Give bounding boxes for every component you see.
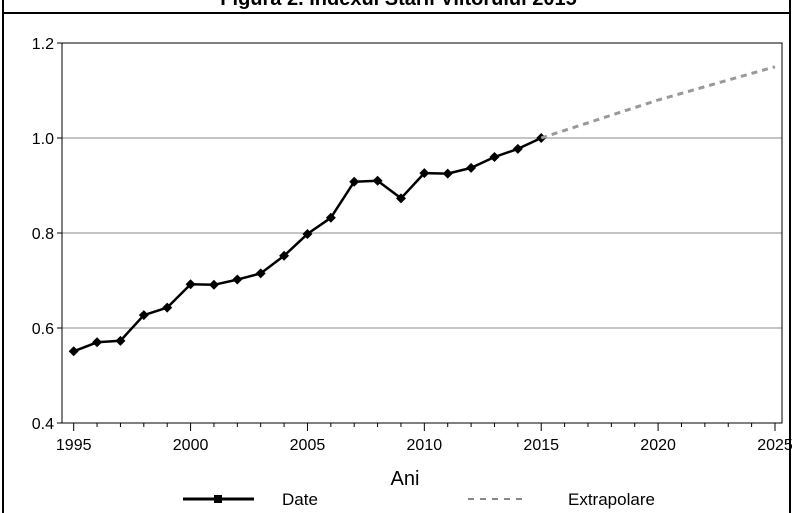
data-point (68, 346, 79, 357)
chart-title: Figura 2. Indexul Stării Viitorului 2015 (0, 0, 797, 11)
data-point (302, 228, 313, 239)
x-tick-label: 2025 (757, 437, 793, 454)
data-point (185, 279, 196, 290)
data-point (419, 168, 430, 179)
x-tick-label: 2005 (290, 437, 326, 454)
x-tick-label: 2015 (523, 437, 559, 454)
data-point (489, 152, 500, 162)
data-point (208, 279, 219, 290)
x-tick-label: 2020 (640, 437, 676, 454)
x-tick-label: 2010 (407, 437, 443, 454)
data-point (349, 176, 360, 187)
frame-left-border (2, 0, 4, 513)
data-point (442, 168, 453, 179)
x-tick-label: 2000 (173, 437, 209, 454)
x-tick-label: 1995 (56, 437, 92, 454)
legend-marker-date (214, 495, 222, 503)
data-point (325, 212, 336, 223)
data-point (162, 302, 173, 313)
y-tick-label: 0.8 (32, 226, 54, 243)
gridlines (62, 137, 782, 329)
data-point (138, 310, 149, 321)
data-point (115, 335, 126, 346)
y-tick-label: 1.0 (32, 131, 54, 148)
legend-label-extrapolare: Extrapolare (568, 490, 655, 509)
y-tick-label: 0.6 (32, 321, 54, 338)
data-point (466, 162, 477, 173)
series-layer (68, 65, 776, 357)
data-point (92, 337, 103, 348)
y-tick-label: 0.4 (32, 416, 54, 433)
legend-label-date: Date (282, 490, 318, 509)
frame-top-border (2, 12, 791, 14)
legend: Date Extrapolare (183, 490, 655, 509)
data-point (232, 274, 243, 285)
data-point (372, 175, 383, 186)
x-axis-ticks: 1995 2000 2005 2010 2015 2020 2025 (56, 423, 793, 454)
y-tick-label: 1.2 (32, 36, 54, 53)
series-line-extrapolare (540, 65, 776, 140)
frame-right-border (789, 0, 791, 513)
data-point (279, 250, 290, 261)
data-point (395, 193, 406, 204)
x-axis-label: Ani (391, 468, 420, 490)
data-point (255, 268, 266, 279)
data-point (512, 143, 523, 154)
y-axis-ticks: 0.4 0.6 0.8 1.0 1.2 (32, 36, 62, 433)
